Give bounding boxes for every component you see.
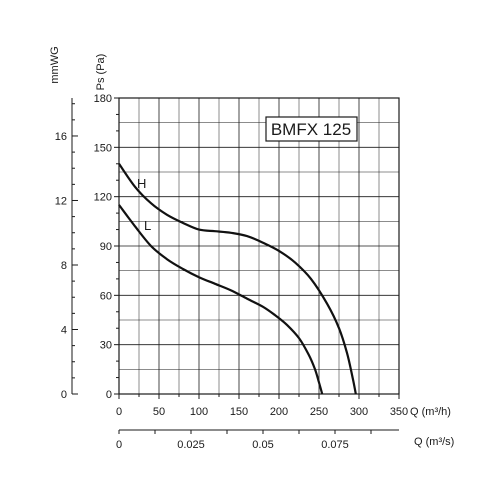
pa-tick-label: 120 — [94, 192, 112, 204]
pa-axis-ticks: 0 30 60 90 120 150 180 — [94, 93, 119, 401]
q-m3s-tick-label: 0.075 — [321, 439, 349, 451]
pa-tick-label: 30 — [100, 340, 112, 352]
pa-tick-label: 180 — [94, 93, 112, 105]
curve-l — [118, 204, 324, 395]
pa-tick-label: 90 — [100, 241, 112, 253]
pa-tick-label: 150 — [94, 142, 112, 154]
q-m3s-axis-ticks: 0 0.025 0.05 0.075 — [116, 430, 372, 451]
q-m3h-tick-label: 50 — [153, 406, 165, 418]
q-m3h-tick-label: 0 — [116, 406, 122, 418]
chart-title: BMFX 125 — [271, 120, 351, 139]
mmwg-tick-label: 12 — [55, 195, 67, 207]
curve-h — [118, 163, 357, 395]
q-m3h-tick-label: 100 — [190, 406, 208, 418]
pa-tick-label: 0 — [106, 389, 112, 401]
mmwg-axis-ticks: 0 4 8 12 16 — [55, 103, 78, 401]
q-m3s-tick-label: 0.05 — [252, 439, 273, 451]
q-m3h-tick-label: 300 — [350, 406, 368, 418]
q-m3h-axis-title: Q (m³/h) — [410, 406, 451, 418]
q-m3h-tick-label: 350 — [390, 406, 408, 418]
q-m3h-tick-label: 150 — [230, 406, 248, 418]
curves — [118, 163, 357, 395]
q-m3h-axis-ticks: 0 50 100 150 200 250 300 350 — [116, 394, 408, 418]
model-label-box — [265, 116, 358, 142]
series-label-l: L — [144, 218, 151, 233]
mmwg-axis-title: mmWG — [49, 46, 61, 83]
mmwg-tick-label: 8 — [61, 260, 67, 272]
pa-axis-title: Ps (Pa) — [95, 54, 107, 91]
q-m3h-tick-label: 250 — [310, 406, 328, 418]
mmwg-tick-label: 4 — [61, 324, 67, 336]
q-m3s-tick-label: 0 — [116, 439, 122, 451]
pa-tick-label: 60 — [100, 290, 112, 302]
q-m3h-tick-label: 200 — [270, 406, 288, 418]
q-m3s-axis-title: Q (m³/s) — [414, 436, 454, 448]
mmwg-tick-label: 16 — [55, 131, 67, 143]
series-label-h: H — [137, 176, 146, 191]
q-m3s-tick-label: 0.025 — [177, 439, 205, 451]
grid — [118, 97, 400, 395]
mmwg-tick-label: 0 — [61, 389, 67, 401]
